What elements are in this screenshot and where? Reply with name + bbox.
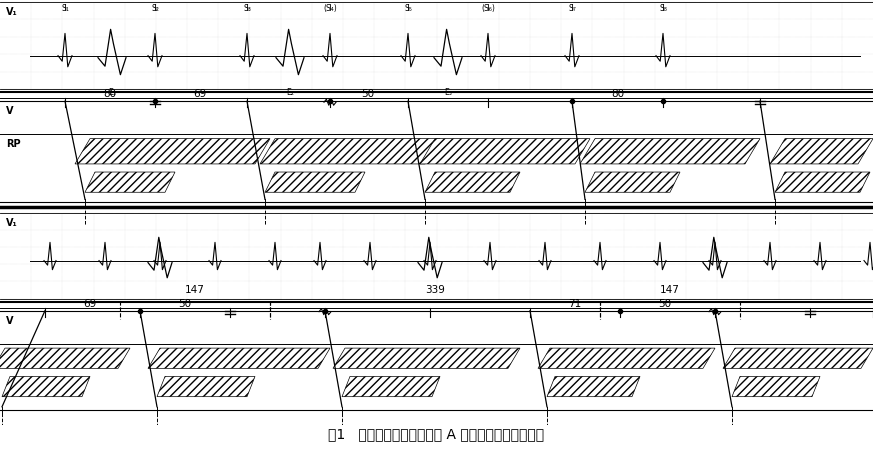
Polygon shape [265,172,365,192]
Polygon shape [148,348,330,368]
Text: V: V [6,316,13,326]
Text: 71: 71 [568,298,581,308]
Polygon shape [2,377,90,397]
Text: S₈: S₈ [659,4,667,13]
Text: 例1   室性早搏伴折返径路内 A 型交替性反向文氏周期: 例1 室性早搏伴折返径路内 A 型交替性反向文氏周期 [328,427,545,441]
Polygon shape [260,138,440,164]
Text: V₁: V₁ [6,218,17,228]
Polygon shape [775,172,870,192]
Polygon shape [547,377,640,397]
Polygon shape [333,348,520,368]
Text: 339: 339 [425,286,445,296]
Polygon shape [157,377,255,397]
Text: 50: 50 [178,298,191,308]
Text: 147: 147 [660,286,680,296]
Text: S₂: S₂ [151,4,159,13]
Polygon shape [723,348,873,368]
Text: 69: 69 [84,298,97,308]
Text: (S₆): (S₆) [481,4,495,13]
Text: 50: 50 [658,298,671,308]
Text: 147: 147 [185,286,205,296]
Text: S₁: S₁ [61,4,69,13]
Text: RP: RP [6,349,21,359]
Polygon shape [85,172,175,192]
Text: E₃: E₃ [444,88,452,97]
Polygon shape [580,138,760,164]
Polygon shape [0,348,130,368]
Polygon shape [585,172,680,192]
Text: E₁: E₁ [108,88,116,97]
Text: 80: 80 [611,89,624,99]
Text: V₁: V₁ [6,7,17,17]
Polygon shape [420,138,590,164]
Polygon shape [770,138,873,164]
Text: 50: 50 [361,89,375,99]
Text: 80: 80 [103,89,117,99]
Polygon shape [538,348,715,368]
Text: S₃: S₃ [243,4,251,13]
Polygon shape [75,138,270,164]
Text: V: V [6,106,13,116]
Polygon shape [732,377,820,397]
Polygon shape [342,377,440,397]
Text: S₅: S₅ [404,4,412,13]
Text: 69: 69 [194,89,207,99]
Text: E₂: E₂ [286,88,294,97]
Text: RP: RP [6,138,21,149]
Text: (S₄): (S₄) [323,4,337,13]
Polygon shape [425,172,520,192]
Text: S₇: S₇ [568,4,576,13]
